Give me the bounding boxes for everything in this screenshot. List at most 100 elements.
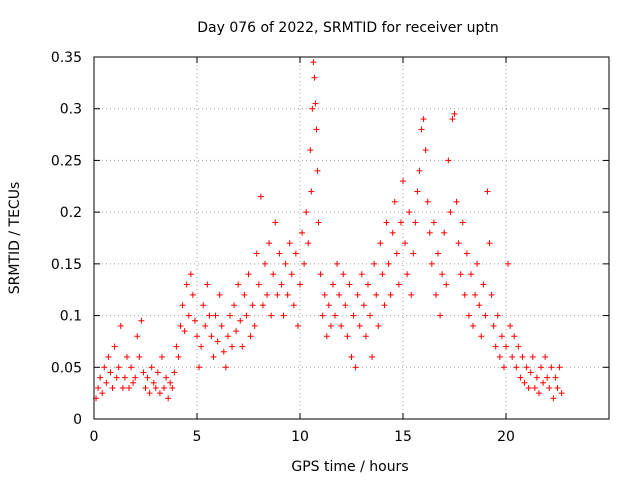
data-point — [173, 343, 180, 350]
data-point — [385, 260, 392, 267]
data-point — [218, 322, 225, 329]
data-point — [132, 374, 139, 381]
data-point — [115, 364, 122, 371]
y-tick-label: 0.1 — [60, 309, 82, 325]
data-point — [198, 343, 205, 350]
data-point — [336, 291, 343, 298]
data-point — [463, 250, 470, 257]
data-point — [167, 379, 174, 386]
data-point — [158, 353, 165, 360]
data-point — [379, 271, 386, 278]
data-point — [535, 390, 542, 397]
data-point — [455, 240, 462, 247]
data-point — [222, 364, 229, 371]
data-point — [395, 281, 402, 288]
data-point — [140, 369, 147, 376]
data-point — [515, 343, 522, 350]
data-point — [212, 312, 219, 319]
data-point — [103, 379, 110, 386]
data-point — [410, 250, 417, 257]
data-point — [126, 384, 133, 391]
x-tick-label: 0 — [90, 429, 99, 445]
data-point — [418, 126, 425, 133]
data-point — [257, 193, 264, 200]
data-point — [233, 328, 240, 335]
data-point — [107, 369, 114, 376]
data-point — [319, 312, 326, 319]
data-point — [338, 322, 345, 329]
data-point — [226, 312, 233, 319]
data-point — [314, 167, 321, 174]
data-point — [542, 353, 549, 360]
data-point — [459, 219, 466, 226]
data-point — [128, 364, 135, 371]
data-point — [202, 322, 209, 329]
data-point — [364, 281, 371, 288]
data-point — [356, 322, 363, 329]
data-point — [367, 312, 374, 319]
data-point — [208, 333, 215, 340]
data-point — [251, 322, 258, 329]
data-point — [243, 312, 250, 319]
data-point — [523, 364, 530, 371]
data-point — [492, 343, 499, 350]
x-tick-label: 20 — [497, 429, 515, 445]
data-points — [93, 59, 565, 402]
data-point — [332, 312, 339, 319]
data-point — [350, 312, 357, 319]
data-point — [552, 374, 559, 381]
y-tick-label: 0.15 — [51, 257, 82, 273]
data-point — [402, 240, 409, 247]
data-point — [150, 379, 157, 386]
data-point — [420, 116, 427, 123]
data-point — [229, 343, 236, 350]
data-point — [299, 229, 306, 236]
data-point — [307, 147, 314, 154]
x-tick-label: 5 — [193, 429, 202, 445]
data-point — [525, 384, 532, 391]
chart-title: Day 076 of 2022, SRMTID for receiver upt… — [197, 20, 499, 36]
data-point — [123, 353, 130, 360]
y-tick-label: 0.2 — [60, 205, 82, 221]
data-point — [111, 343, 118, 350]
plot-frame — [93, 56, 610, 420]
data-point — [383, 219, 390, 226]
data-point — [216, 291, 223, 298]
data-point — [272, 219, 279, 226]
data-point — [206, 312, 213, 319]
data-point — [416, 167, 423, 174]
data-point — [194, 333, 200, 340]
data-point — [204, 281, 211, 288]
data-point — [404, 271, 411, 278]
data-point — [214, 338, 221, 345]
data-point — [144, 374, 151, 381]
data-point — [457, 271, 464, 278]
data-point — [375, 322, 382, 329]
data-point — [548, 364, 555, 371]
data-point — [97, 374, 104, 381]
data-point — [414, 188, 421, 195]
data-point — [317, 271, 324, 278]
data-point — [161, 384, 168, 391]
data-point — [241, 291, 248, 298]
data-point — [550, 395, 557, 402]
data-point — [426, 229, 433, 236]
data-point — [393, 250, 400, 257]
data-point — [354, 291, 361, 298]
data-point — [484, 188, 491, 195]
data-point — [231, 302, 238, 309]
data-point — [540, 379, 547, 386]
data-point — [482, 312, 489, 319]
data-point — [342, 302, 349, 309]
data-point — [509, 353, 516, 360]
data-point — [136, 353, 143, 360]
data-point — [301, 260, 308, 267]
data-point — [478, 333, 485, 340]
data-point — [237, 317, 244, 324]
data-point — [274, 291, 281, 298]
data-point — [443, 281, 450, 288]
data-point — [181, 328, 188, 335]
data-point — [519, 353, 526, 360]
y-tick-label: 0.25 — [51, 153, 82, 169]
